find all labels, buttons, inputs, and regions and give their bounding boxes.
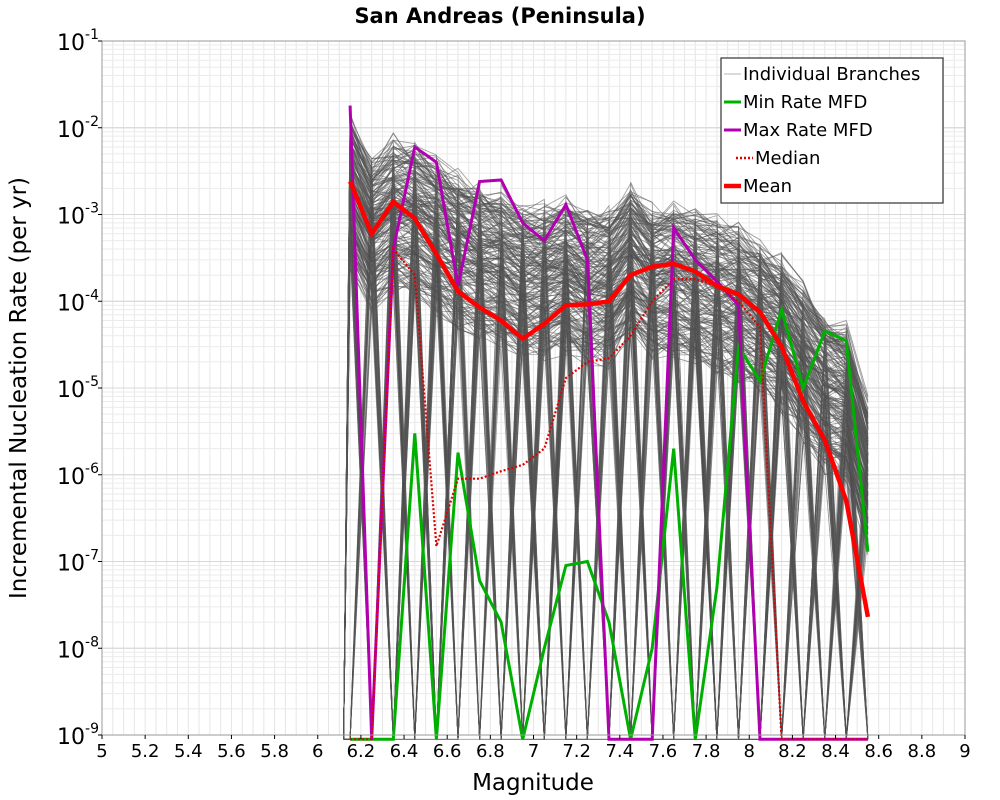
branch-line — [343, 267, 869, 740]
y-tick-label: 10-6 — [57, 461, 99, 490]
chart-title: San Andreas (Peninsula) — [354, 4, 645, 28]
series-lines — [348, 105, 871, 741]
legend: Individual Branches Min Rate MFD Max Rate … — [720, 57, 944, 204]
y-tick-label: 10-2 — [57, 114, 99, 143]
x-tick-label: 5.4 — [174, 741, 203, 762]
legend-label: Max Rate MFD — [743, 120, 873, 141]
legend-label: Median — [755, 148, 820, 169]
y-tick-label: 10-7 — [57, 548, 99, 577]
x-tick-label: 7.2 — [562, 741, 591, 762]
branch-line — [343, 131, 869, 740]
y-axis-ticks: 10-9 10-8 10-7 10-6 10-5 10-4 10-3 10-2 10-1 — [57, 27, 102, 750]
branch-line — [343, 176, 869, 740]
y-tick-label: 10-4 — [57, 287, 99, 316]
legend-label: Min Rate MFD — [743, 92, 867, 113]
y-tick-label: 10-5 — [57, 374, 99, 403]
branch-line — [343, 130, 869, 740]
x-tick-label: 6.4 — [390, 741, 419, 762]
legend-label: Mean — [743, 176, 792, 197]
x-tick-label: 5.6 — [217, 741, 246, 762]
x-tick-label: 8.4 — [821, 741, 850, 762]
grid — [101, 40, 966, 736]
x-tick-label: 8 — [744, 741, 755, 762]
y-tick-label: 10-8 — [57, 634, 99, 663]
series-median — [350, 246, 868, 741]
branch-line — [343, 131, 869, 740]
x-tick-label: 8.6 — [864, 741, 893, 762]
branch-line — [343, 124, 869, 740]
y-tick-label: 10-9 — [57, 721, 99, 750]
x-axis-ticks: 5 5.2 5.4 5.6 5.8 6 6.2 6.4 6.6 6.8 7 7.2 7.4 7.6 7.8 8… — [96, 735, 971, 762]
x-tick-label: 5 — [96, 741, 107, 762]
x-tick-label: 7 — [528, 741, 539, 762]
x-tick-label: 9 — [959, 741, 970, 762]
x-tick-label: 7.8 — [692, 741, 721, 762]
branch-line — [343, 142, 869, 740]
branch-line — [343, 222, 869, 740]
x-tick-label: 5.2 — [131, 741, 160, 762]
branch-line — [343, 121, 869, 740]
series-min-rate-mfd — [350, 304, 870, 741]
x-tick-label: 6.8 — [476, 741, 505, 762]
branch-line — [343, 150, 869, 740]
x-tick-label: 6.2 — [347, 741, 376, 762]
legend-label: Individual Branches — [743, 64, 920, 85]
y-tick-label: 10-1 — [57, 27, 99, 56]
branch-line — [343, 210, 869, 740]
x-tick-label: 5.8 — [260, 741, 289, 762]
x-tick-label: 6 — [312, 741, 323, 762]
branch-line — [343, 125, 869, 740]
branch-line — [343, 127, 869, 740]
x-tick-label: 7.4 — [605, 741, 634, 762]
x-tick-label: 7.6 — [649, 741, 678, 762]
y-axis-label: Incremental Nucleation Rate (per yr) — [6, 177, 32, 599]
branch-line — [343, 194, 869, 740]
y-tick-label: 10-3 — [57, 201, 99, 230]
series-mean — [348, 180, 871, 618]
legend-box — [720, 57, 944, 204]
x-axis-label: Magnitude — [472, 770, 594, 796]
x-tick-label: 6.6 — [433, 741, 462, 762]
x-tick-label: 8.8 — [908, 741, 937, 762]
x-tick-label: 8.2 — [778, 741, 807, 762]
